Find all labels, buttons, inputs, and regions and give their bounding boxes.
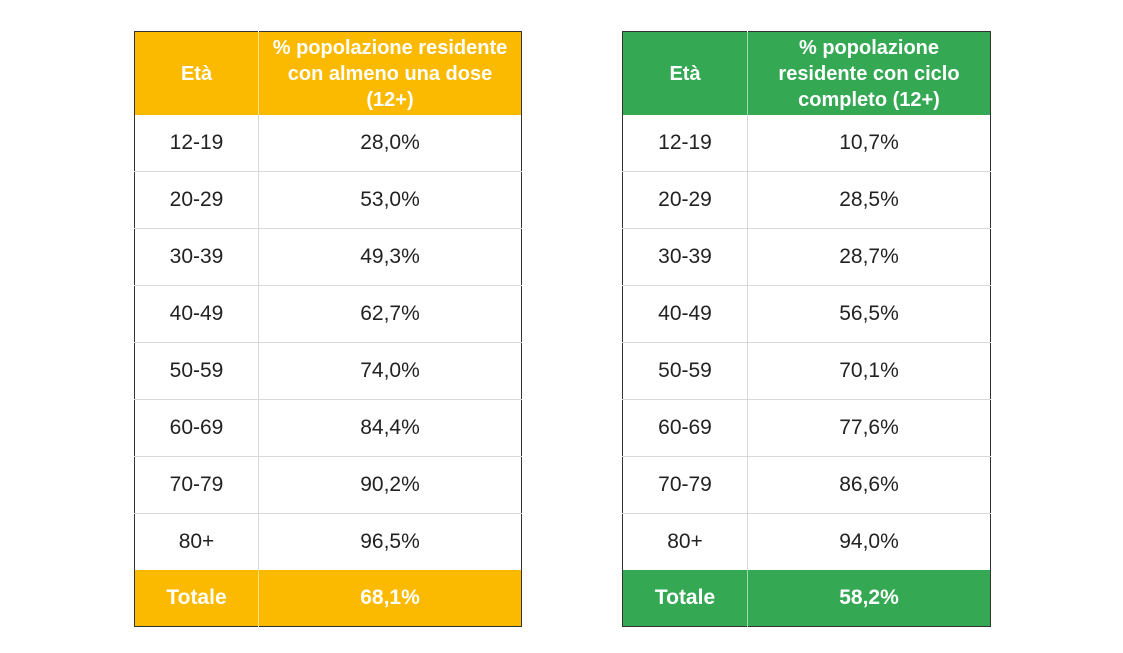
table-row: 70-79 90,2%: [134, 456, 522, 514]
percentage-cell: 84,4%: [258, 399, 522, 457]
total-row: Totale 58,2%: [622, 570, 991, 627]
total-label: Totale: [134, 570, 259, 627]
age-column-header: Età: [622, 31, 748, 115]
table-row: 80+ 94,0%: [622, 513, 991, 570]
full-cycle-table: Età % popolazione residente con ciclo co…: [622, 31, 991, 627]
age-group-cell: 80+: [134, 513, 259, 570]
table-row: 12-19 10,7%: [622, 115, 991, 172]
total-value: 68,1%: [360, 586, 420, 609]
table-row: 20-29 53,0%: [134, 171, 522, 229]
full-cycle-column-header: % popolazione residente con ciclo comple…: [778, 36, 960, 111]
age-group-cell: 30-39: [622, 228, 748, 286]
table-row: 60-69 84,4%: [134, 399, 522, 457]
total-row: Totale 68,1%: [134, 570, 522, 627]
percentage-cell: 96,5%: [360, 530, 420, 553]
age-group-cell: 60-69: [622, 399, 748, 457]
percentage-cell: 28,0%: [258, 115, 522, 172]
percentage-cell: 49,3%: [258, 228, 522, 286]
percentage-cell: 10,7%: [747, 115, 991, 172]
percentage-cell: 70,1%: [747, 342, 991, 400]
table-header-row: Età % popolazione residente con ciclo co…: [622, 31, 991, 115]
first-dose-table: Età % popolazione residente con almeno u…: [134, 31, 522, 627]
table-row: 30-39 28,7%: [622, 228, 991, 286]
table-row: 40-49 56,5%: [622, 285, 991, 343]
total-value: 58,2%: [839, 586, 899, 609]
percentage-cell: 28,5%: [747, 171, 991, 229]
table-row: 50-59 74,0%: [134, 342, 522, 400]
percentage-cell: 86,6%: [747, 456, 991, 514]
age-group-cell: 40-49: [134, 285, 259, 343]
age-group-cell: 20-29: [134, 171, 259, 229]
age-group-cell: 30-39: [134, 228, 259, 286]
age-group-cell: 70-79: [622, 456, 748, 514]
table-row: 40-49 62,7%: [134, 285, 522, 343]
first-dose-column-header: % popolazione residente con almeno una d…: [272, 36, 508, 111]
percentage-cell: 53,0%: [258, 171, 522, 229]
table-header-row: Età % popolazione residente con almeno u…: [134, 31, 522, 115]
table-row: 12-19 28,0%: [134, 115, 522, 172]
total-label: Totale: [622, 570, 748, 627]
percentage-cell: 90,2%: [258, 456, 522, 514]
table-row: 70-79 86,6%: [622, 456, 991, 514]
table-row: 20-29 28,5%: [622, 171, 991, 229]
age-group-cell: 80+: [622, 513, 748, 570]
age-group-cell: 20-29: [622, 171, 748, 229]
age-group-cell: 50-59: [134, 342, 259, 400]
percentage-cell: 28,7%: [747, 228, 991, 286]
table-row: 30-39 49,3%: [134, 228, 522, 286]
percentage-cell: 56,5%: [747, 285, 991, 343]
percentage-cell: 74,0%: [258, 342, 522, 400]
age-column-header: Età: [134, 31, 259, 115]
percentage-cell: 62,7%: [258, 285, 522, 343]
table-row: 60-69 77,6%: [622, 399, 991, 457]
age-group-cell: 50-59: [622, 342, 748, 400]
age-group-cell: 60-69: [134, 399, 259, 457]
age-group-cell: 40-49: [622, 285, 748, 343]
age-group-cell: 12-19: [622, 115, 748, 172]
percentage-cell: 77,6%: [747, 399, 991, 457]
age-group-cell: 12-19: [134, 115, 259, 172]
age-group-cell: 70-79: [134, 456, 259, 514]
table-row: 50-59 70,1%: [622, 342, 991, 400]
percentage-cell: 94,0%: [839, 530, 899, 553]
table-row: 80+ 96,5%: [134, 513, 522, 570]
